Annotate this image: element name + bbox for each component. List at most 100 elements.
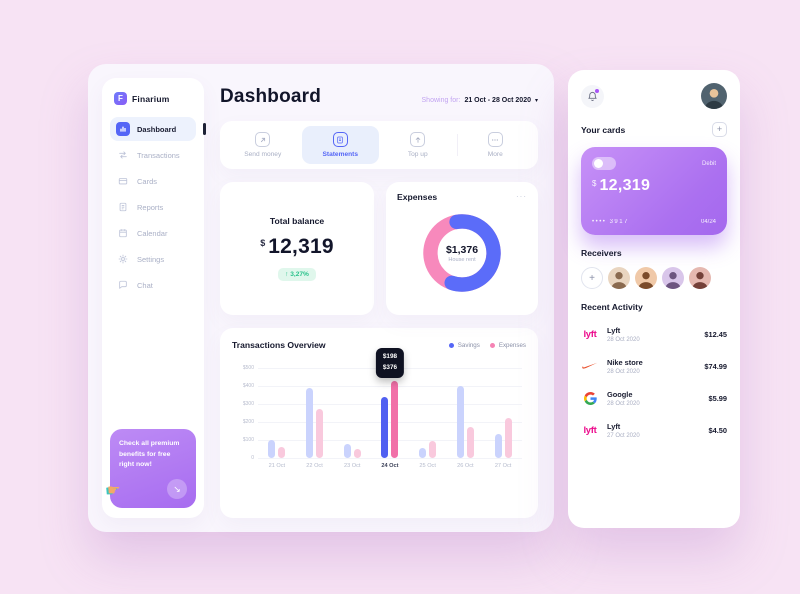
activity-amount: $12.45: [704, 329, 727, 339]
sidebar-item-transactions[interactable]: Transactions: [110, 143, 196, 167]
top-up-icon: [410, 132, 426, 147]
right-panel: Your cards + Debit $ 12,319 •••• 3917 04…: [568, 70, 740, 528]
card-icon: [116, 174, 130, 188]
bar-expenses[interactable]: [466, 426, 474, 458]
card-toggle[interactable]: [592, 157, 616, 170]
donut-center-amount: $1,376: [445, 243, 479, 256]
bar-expenses[interactable]: [353, 449, 361, 458]
activity-amount: $5.99: [708, 393, 728, 403]
google-logo-icon: [581, 391, 599, 405]
sidebar-nav: Dashboard Transactions Cards: [110, 117, 196, 297]
bar-savings[interactable]: [419, 448, 427, 458]
lyft-logo-icon: lyft: [583, 424, 597, 436]
app-window: F Finarium Dashboard Transactions: [88, 64, 740, 532]
card-type-label: Debit: [701, 160, 716, 167]
bar-savings[interactable]: [381, 396, 389, 458]
send-money-icon: [255, 132, 271, 147]
sidebar-item-label: Cards: [137, 176, 158, 186]
sidebar-item-chat[interactable]: Chat: [110, 273, 196, 297]
activity-date: 28 Oct 2020: [607, 400, 640, 407]
bar-group[interactable]: 24 Oct $198 $376: [375, 347, 405, 469]
calendar-icon: [116, 226, 130, 240]
add-card-button[interactable]: +: [712, 122, 727, 137]
gridline: $100: [243, 437, 522, 443]
transactions-overview-card: Transactions Overview Savings Expenses $: [220, 328, 538, 518]
bar-group[interactable]: 22 Oct: [306, 368, 324, 469]
receivers-title: Receivers: [581, 248, 622, 258]
receiver-avatar[interactable]: [662, 267, 684, 289]
bar-group[interactable]: 26 Oct: [456, 368, 474, 469]
chat-icon: [116, 278, 130, 292]
date-range-selector[interactable]: Showing for: 21 Oct - 28 Oct 2020 ▾: [422, 97, 538, 104]
more-icon: [487, 132, 503, 147]
bar-savings[interactable]: [494, 433, 502, 458]
bar-expenses[interactable]: [391, 380, 399, 458]
expenses-title: Expenses: [397, 192, 438, 202]
more-button[interactable]: More: [456, 126, 535, 164]
donut-center-label: House rent: [448, 256, 476, 263]
user-avatar[interactable]: [701, 83, 727, 109]
bar-group[interactable]: 27 Oct: [494, 368, 512, 469]
notifications-button[interactable]: [581, 84, 604, 108]
x-tick-label: 23 Oct: [344, 463, 361, 469]
bar-group[interactable]: 21 Oct: [268, 368, 286, 469]
promo-arrow-button[interactable]: ↘: [167, 479, 187, 499]
statements-button[interactable]: Statements: [301, 126, 379, 164]
sidebar-item-settings[interactable]: Settings: [110, 247, 196, 271]
bar-expenses[interactable]: [316, 409, 324, 458]
activity-amount: $4.50: [708, 425, 728, 435]
nike-logo-icon: [581, 362, 599, 370]
plus-icon: +: [589, 272, 595, 284]
more-options-icon[interactable]: ···: [516, 192, 527, 201]
showing-for-label: Showing for:: [421, 97, 461, 104]
activity-row-lyft[interactable]: lyft Lyft 28 Oct 2020 $12.45: [581, 318, 727, 350]
transactions-overview-title: Transactions Overview: [232, 340, 326, 350]
card-expiry: 04/24: [700, 219, 716, 225]
sidebar-item-label: Chat: [137, 280, 153, 290]
top-up-button[interactable]: Top up: [379, 126, 457, 164]
activity-row-google[interactable]: Google 28 Oct 2020 $5.99: [581, 382, 727, 414]
bar-group[interactable]: 25 Oct: [419, 368, 437, 469]
bar-expenses[interactable]: [278, 447, 286, 458]
activity-name: Lyft: [607, 421, 621, 431]
recent-activity-list: lyft Lyft 28 Oct 2020 $12.45 Nike store …: [581, 318, 727, 446]
plus-icon: +: [716, 124, 723, 134]
receiver-avatar[interactable]: [608, 267, 630, 289]
sidebar-item-cards[interactable]: Cards: [110, 169, 196, 193]
bar-group[interactable]: 23 Oct: [343, 368, 361, 469]
bar-expenses[interactable]: [429, 440, 437, 458]
activity-row-nike[interactable]: Nike store 28 Oct 2020 $74.99: [581, 350, 727, 382]
bar-savings[interactable]: [343, 443, 351, 458]
receiver-avatar[interactable]: [635, 267, 657, 289]
promo-text: Check all premium benefits for free righ…: [119, 440, 180, 469]
bar-expenses[interactable]: [504, 417, 512, 458]
bar-savings[interactable]: [456, 386, 464, 458]
bar-chart: $500 $400 $300 $200 $100 0 21 Oct 22 Oct 23 Oct 2…: [232, 347, 526, 474]
activity-row-lyft[interactable]: lyft Lyft 27 Oct 2020 $4.50: [581, 414, 727, 446]
activity-name: Google: [607, 389, 633, 399]
sidebar-item-calendar[interactable]: Calendar: [110, 221, 196, 245]
send-money-button[interactable]: Send money: [224, 126, 302, 164]
x-tick-label: 22 Oct: [306, 463, 323, 469]
receiver-avatar[interactable]: [689, 267, 711, 289]
sidebar-item-dashboard[interactable]: Dashboard: [110, 117, 196, 141]
x-tick-label: 25 Oct: [419, 463, 436, 469]
sidebar-item-reports[interactable]: Reports: [110, 195, 196, 219]
brand-name: Finarium: [132, 93, 170, 104]
sidebar-item-label: Dashboard: [137, 124, 177, 134]
debit-card: Debit $ 12,319 •••• 3917 04/24: [581, 147, 727, 235]
add-receiver-button[interactable]: +: [581, 267, 603, 289]
balance-change-value: 3,27%: [290, 271, 309, 278]
activity-date: 27 Oct 2020: [607, 432, 640, 439]
bar-savings[interactable]: [306, 387, 314, 458]
total-balance-amount: $ 12,319: [260, 235, 333, 259]
bar-savings[interactable]: [268, 440, 276, 458]
action-label: Send money: [244, 151, 282, 158]
donut-blue-segment: [423, 214, 501, 292]
chart-legend: Savings Expenses: [448, 342, 526, 349]
legend-savings: Savings: [448, 342, 480, 349]
gridline: 0: [251, 455, 522, 461]
x-tick-label: 26 Oct: [457, 463, 474, 469]
gear-icon: [116, 252, 130, 266]
main-window: F Finarium Dashboard Transactions: [88, 64, 554, 532]
